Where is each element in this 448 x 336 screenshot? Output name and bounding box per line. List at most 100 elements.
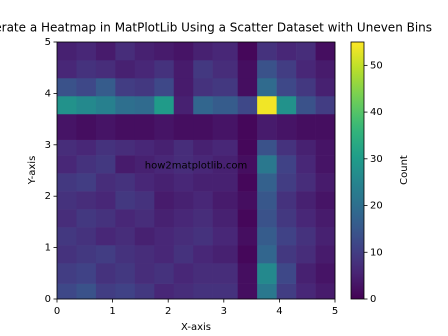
heatmap-cell — [115, 95, 136, 115]
heatmap-cell — [276, 191, 297, 210]
heatmap-cell — [296, 139, 316, 156]
heatmap-cell — [212, 173, 238, 192]
heatmap-cell — [276, 42, 297, 61]
heatmap-cell — [154, 263, 175, 284]
heatmap-cell — [193, 77, 213, 97]
heatmap-cell — [296, 209, 316, 228]
heatmap-cell — [315, 95, 336, 115]
heatmap-cell — [237, 59, 258, 79]
heatmap-cell — [315, 227, 336, 246]
colorbar-tick-label: 10 — [370, 247, 383, 258]
y-tick-label: 4 — [45, 88, 51, 99]
heatmap-cell — [237, 95, 258, 115]
heatmap-cell — [296, 227, 316, 246]
heatmap-cell — [134, 283, 155, 300]
heatmap-cell — [296, 191, 316, 210]
heatmap-cell — [95, 191, 116, 210]
heatmap-cell — [296, 155, 316, 174]
heatmap-cell — [134, 139, 155, 156]
heatmap-cell — [315, 245, 336, 264]
heatmap-cell — [212, 245, 238, 264]
colorbar-tick-label: 40 — [370, 107, 383, 118]
heatmap-cell — [296, 245, 316, 264]
heatmap-cell — [237, 113, 258, 140]
heatmap-cell — [57, 155, 77, 174]
heatmap-cell — [237, 42, 258, 61]
heatmap-cell — [154, 155, 175, 174]
heatmap-cell — [173, 95, 194, 115]
heatmap-cell — [95, 95, 116, 115]
heatmap-cell — [257, 77, 277, 97]
x-tick-label: 5 — [332, 306, 338, 317]
heatmap-cell — [154, 191, 175, 210]
heatmap-cell — [212, 209, 238, 228]
y-tick-label: 0 — [45, 294, 51, 305]
heatmap-cell — [212, 59, 238, 79]
heatmap-cell — [315, 155, 336, 174]
heatmap-cell — [212, 191, 238, 210]
heatmap-cell — [237, 173, 258, 192]
heatmap-cell — [95, 283, 116, 300]
heatmap-cell — [154, 42, 175, 61]
heatmap-cell — [315, 59, 336, 79]
heatmap-cell — [154, 113, 175, 140]
heatmap-cell — [173, 59, 194, 79]
heatmap-cell — [237, 209, 258, 228]
heatmap-cell — [154, 77, 175, 97]
heatmap-cell — [315, 139, 336, 156]
heatmap-cell — [95, 227, 116, 246]
heatmap-cell — [115, 245, 136, 264]
heatmap-cell — [76, 227, 97, 246]
heatmap-cell — [154, 95, 175, 115]
heatmap-cell — [154, 59, 175, 79]
heatmap-cell — [257, 59, 277, 79]
heatmap-cell — [154, 245, 175, 264]
heatmap-cell — [212, 227, 238, 246]
heatmap-cell — [193, 209, 213, 228]
heatmap-cell — [173, 263, 194, 284]
heatmap-cell — [237, 227, 258, 246]
heatmap-cell — [76, 77, 97, 97]
heatmap-cell — [57, 139, 77, 156]
y-tick-label: 1 — [45, 243, 51, 254]
heatmap-cell — [193, 227, 213, 246]
y-axis-label: Y-axis — [27, 156, 38, 186]
heatmap-cell — [212, 113, 238, 140]
x-tick-label: 2 — [165, 306, 171, 317]
heatmap-cell — [193, 95, 213, 115]
heatmap-cell — [193, 42, 213, 61]
heatmap-cell — [154, 173, 175, 192]
chart-title: Generate a Heatmap in MatPlotLib Using a… — [0, 21, 432, 35]
heatmap-cell — [173, 283, 194, 300]
heatmap-cell — [315, 77, 336, 97]
heatmap-cell — [193, 173, 213, 192]
heatmap-cell — [257, 113, 277, 140]
heatmap-cell — [276, 113, 297, 140]
heatmap-cell — [115, 155, 136, 174]
heatmap-cell — [193, 283, 213, 300]
x-tick-label: 0 — [54, 306, 60, 317]
heatmap-cell — [57, 77, 77, 97]
heatmap-cell — [173, 245, 194, 264]
heatmap-cell — [57, 283, 77, 300]
heatmap-cell — [276, 245, 297, 264]
heatmap-cell — [212, 283, 238, 300]
heatmap-cell — [76, 155, 97, 174]
heatmap-cell — [76, 113, 97, 140]
heatmap-cell — [296, 283, 316, 300]
heatmap-cell — [257, 283, 277, 300]
heatmap-cell — [173, 77, 194, 97]
heatmap-cell — [173, 113, 194, 140]
heatmap-cell — [115, 173, 136, 192]
heatmap-cell — [257, 245, 277, 264]
heatmap-cell — [212, 155, 238, 174]
colorbar-label: Count — [399, 155, 410, 185]
heatmap-cell — [95, 209, 116, 228]
heatmap-cell — [76, 42, 97, 61]
heatmap-cell — [57, 113, 77, 140]
heatmap-cell — [76, 283, 97, 300]
x-tick-label: 1 — [109, 306, 115, 317]
heatmap-cell — [57, 227, 77, 246]
heatmap-cell — [257, 263, 277, 284]
heatmap-cell — [276, 283, 297, 300]
